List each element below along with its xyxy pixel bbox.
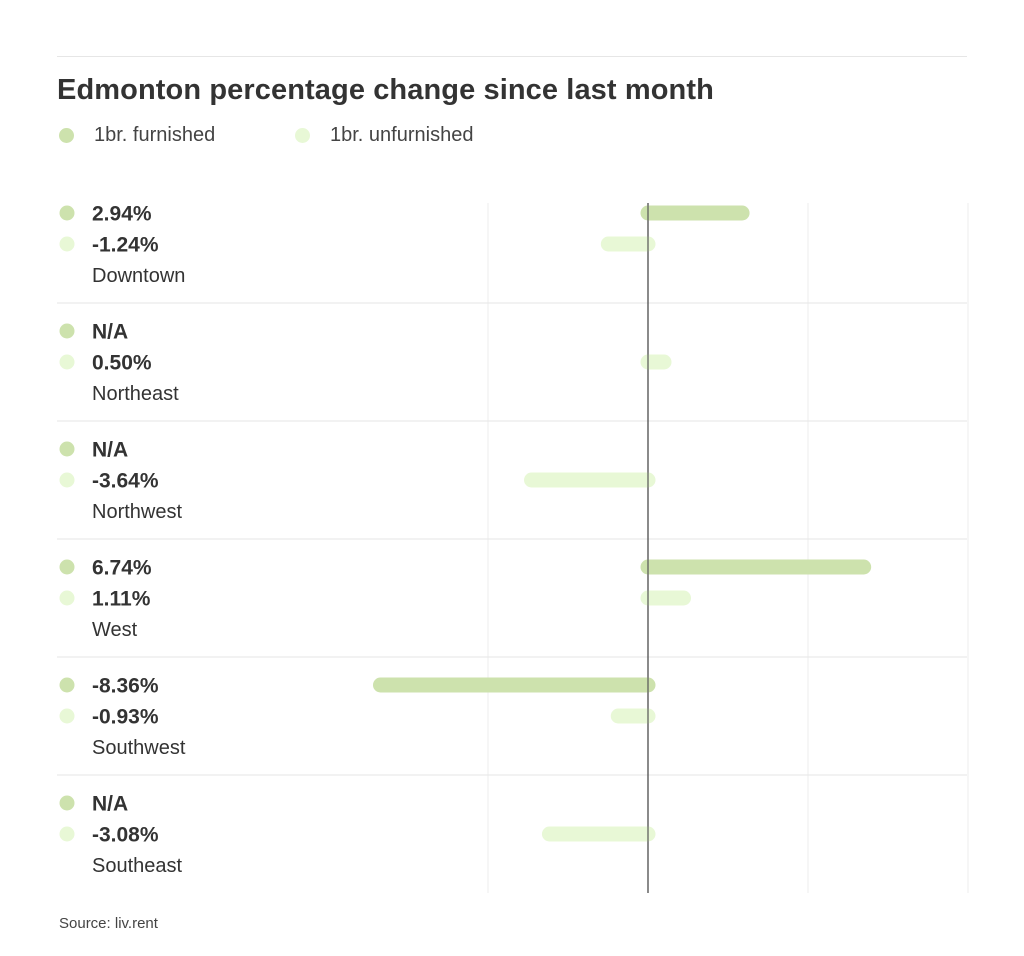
value-dot-furnished-southwest	[59, 677, 75, 693]
value-label-unfurnished-northeast: 0.50%	[92, 352, 152, 375]
value-dot-unfurnished-southeast	[59, 826, 75, 842]
category-label-northeast: Northeast	[92, 383, 179, 405]
value-label-unfurnished-southeast: -3.08%	[92, 824, 159, 847]
legend-label-unfurnished: 1br. unfurnished	[330, 124, 474, 146]
bar-unfurnished-southwest	[610, 708, 656, 724]
value-label-furnished-northwest: N/A	[92, 439, 128, 462]
legend-label-furnished: 1br. furnished	[94, 124, 216, 146]
value-label-furnished-southwest: -8.36%	[92, 675, 159, 698]
value-dot-unfurnished-northeast	[59, 354, 75, 370]
category-label-northwest: Northwest	[92, 501, 182, 523]
value-label-furnished-west: 6.74%	[92, 557, 152, 580]
value-label-unfurnished-downtown: -1.24%	[92, 234, 159, 257]
value-label-furnished-southeast: N/A	[92, 793, 128, 816]
bar-unfurnished-southeast	[541, 826, 656, 842]
category-label-southwest: Southwest	[92, 737, 186, 759]
value-label-unfurnished-southwest: -0.93%	[92, 706, 159, 729]
legend-item-furnished: 1br. furnished	[59, 124, 215, 147]
chart-title: Edmonton percentage change since last mo…	[57, 74, 714, 106]
bar-unfurnished-west	[640, 590, 692, 606]
value-dot-furnished-west	[59, 559, 75, 575]
value-label-furnished-northeast: N/A	[92, 321, 128, 344]
category-label-west: West	[92, 619, 138, 641]
value-dot-unfurnished-southwest	[59, 708, 75, 724]
bar-furnished-west	[640, 559, 872, 575]
value-dot-unfurnished-northwest	[59, 472, 75, 488]
top-divider	[57, 56, 967, 57]
value-dot-furnished-southeast	[59, 795, 75, 811]
value-label-unfurnished-northwest: -3.64%	[92, 470, 159, 493]
bar-furnished-downtown	[640, 205, 750, 221]
value-dot-unfurnished-west	[59, 590, 75, 606]
legend-swatch-unfurnished	[295, 128, 310, 143]
value-label-furnished-downtown: 2.94%	[92, 203, 152, 226]
legend-swatch-furnished	[59, 128, 74, 143]
value-dot-furnished-northwest	[59, 441, 75, 457]
source-note: Source: liv.rent	[59, 915, 158, 932]
value-dot-furnished-downtown	[59, 205, 75, 221]
bar-furnished-southwest	[372, 677, 656, 693]
category-label-southeast: Southeast	[92, 855, 183, 877]
category-label-downtown: Downtown	[92, 265, 185, 287]
value-dot-furnished-northeast	[59, 323, 75, 339]
bar-unfurnished-downtown	[600, 236, 656, 252]
bar-unfurnished-northeast	[640, 354, 672, 370]
legend-item-unfurnished: 1br. unfurnished	[295, 124, 473, 147]
value-label-unfurnished-west: 1.11%	[92, 588, 151, 611]
bar-unfurnished-northwest	[524, 472, 656, 488]
value-dot-unfurnished-downtown	[59, 236, 75, 252]
